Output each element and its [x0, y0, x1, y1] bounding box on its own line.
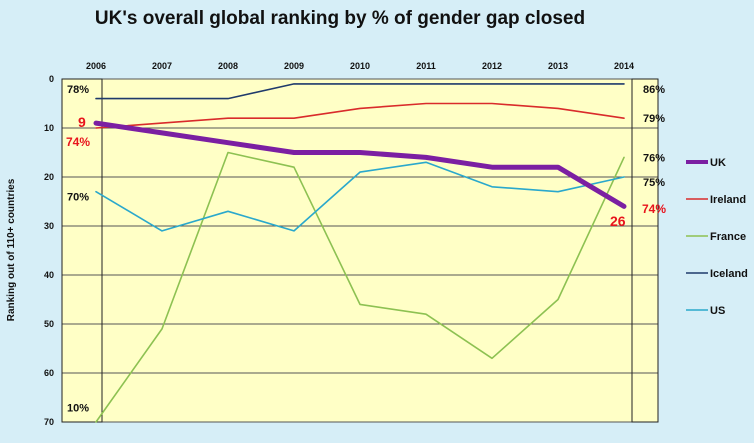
legend-label-ireland: Ireland: [710, 194, 746, 206]
y-axis-labels: 0 10 20 30 40 50 60 70: [44, 74, 54, 427]
y-axis-title: Ranking out of 110+ countries: [6, 178, 17, 321]
legend: UK Ireland France Iceland US: [686, 157, 748, 317]
series-line-uk: [93, 120, 627, 209]
plot-area: [62, 79, 658, 422]
y-tick-label: 70: [44, 417, 54, 427]
right-pct-label: 79%: [643, 113, 665, 125]
chart-title: UK's overall global ranking by % of gend…: [94, 8, 586, 29]
y-tick-label: 20: [44, 172, 54, 182]
highlight-box-2006: [61, 78, 103, 423]
y-tick-label: 50: [44, 319, 54, 329]
uk-pct-start: 74%: [66, 135, 90, 149]
x-tick-label: 2010: [350, 61, 370, 71]
gridlines: [62, 78, 658, 423]
left-pct-label: 78%: [67, 84, 89, 96]
right-pct-label: 86%: [643, 84, 665, 96]
uk-rank-end: 26: [610, 213, 626, 229]
y-tick-label: 60: [44, 368, 54, 378]
series-line-france: [95, 151, 625, 423]
series-lines: [93, 83, 627, 423]
y-tick-label: 30: [44, 221, 54, 231]
series-line-ireland: [95, 102, 625, 129]
legend-label-uk: UK: [710, 157, 726, 169]
y-tick-label: 40: [44, 270, 54, 280]
uk-pct-end: 74%: [642, 202, 666, 216]
x-tick-label: 2013: [548, 61, 568, 71]
highlight-box-2014: [631, 78, 659, 423]
x-tick-label: 2014: [614, 61, 634, 71]
x-tick-label: 2012: [482, 61, 502, 71]
x-tick-label: 2008: [218, 61, 238, 71]
x-tick-label: 2009: [284, 61, 304, 71]
series-line-us: [95, 161, 625, 232]
x-axis-labels: 2006 2007 2008 2009 2010 2011 2012 2013 2014: [86, 61, 634, 71]
left-pct-label: 70%: [67, 192, 89, 204]
x-tick-label: 2006: [86, 61, 106, 71]
annotations: 9 74% 26 74% 78% 70% 10% 86% 79% 76% 75%: [66, 84, 666, 414]
legend-label-france: France: [710, 231, 746, 243]
x-tick-label: 2011: [416, 61, 436, 71]
y-tick-label: 0: [49, 74, 54, 84]
x-tick-label: 2007: [152, 61, 172, 71]
legend-label-us: US: [710, 305, 725, 317]
left-pct-label: 10%: [67, 402, 89, 414]
right-pct-label: 75%: [643, 177, 665, 189]
legend-label-iceland: Iceland: [710, 268, 748, 280]
y-tick-label: 10: [44, 123, 54, 133]
right-pct-label: 76%: [643, 152, 665, 164]
uk-rank-start: 9: [78, 114, 86, 130]
series-line-iceland: [95, 83, 625, 100]
